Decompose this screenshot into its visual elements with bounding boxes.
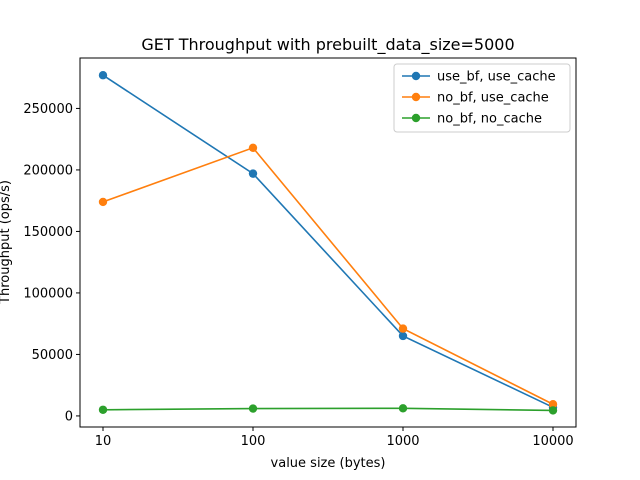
data-point [248, 404, 258, 413]
series-layer [98, 71, 558, 415]
y-tick-label: 50000 [32, 348, 73, 363]
x-tick-label: 100 [241, 434, 266, 449]
series-line-2 [102, 407, 554, 412]
data-point [98, 197, 108, 207]
data-point [398, 404, 408, 413]
series-line-0 [102, 74, 554, 409]
series-line-1 [102, 146, 554, 405]
x-axis: 10 100 1000 10000 [95, 427, 574, 449]
data-point [248, 143, 258, 152]
x-axis-title: value size (bytes) [271, 456, 386, 471]
y-tick-label: 150000 [23, 225, 73, 240]
y-tick-label: 0 [65, 409, 73, 424]
legend-swatch-marker [411, 71, 421, 81]
y-tick-label: 250000 [23, 102, 73, 117]
y-axis: 0 50000 100000 150000 200000 250000 [23, 102, 80, 424]
legend-swatch-marker [411, 113, 421, 123]
legend-box [393, 63, 571, 133]
legend-label: use_bf, use_cache [437, 70, 556, 85]
legend-swatch-marker [411, 92, 421, 102]
data-point [98, 405, 108, 414]
plot-frame [79, 57, 577, 428]
y-tick-label: 200000 [23, 163, 73, 178]
data-point [398, 324, 408, 333]
legend-label: no_bf, use_cache [437, 91, 549, 106]
chart-title: GET Throughput with prebuilt_data_size=5… [141, 35, 514, 55]
x-tick-label: 10000 [532, 434, 573, 449]
y-tick-label: 100000 [23, 286, 73, 301]
legend-label: no_bf, no_cache [437, 112, 542, 127]
y-axis-title: Throughput (ops/s) [0, 180, 13, 305]
data-point [98, 71, 108, 80]
data-point [248, 169, 258, 178]
data-point [398, 331, 408, 341]
data-point [548, 400, 558, 409]
x-tick-label: 1000 [386, 434, 419, 449]
x-tick-label: 10 [95, 434, 112, 449]
data-point [548, 406, 558, 415]
legend: use_bf, use_cache no_bf, use_cache no_bf, … [393, 63, 571, 133]
